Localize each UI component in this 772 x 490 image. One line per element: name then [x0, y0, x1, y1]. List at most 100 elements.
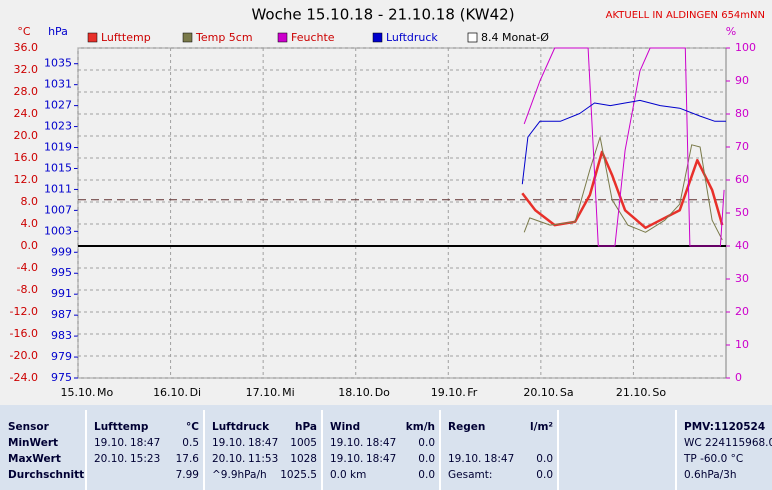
y2-tick-label: 1035 — [44, 57, 72, 70]
legend-swatch — [87, 32, 98, 43]
y3-tick-label: 60 — [735, 173, 749, 186]
extra-cell: WC 224115968.0 — [684, 437, 772, 449]
stats-table: Sensor Lufttemp °C Luftdruck hPa Wind km/h Rege… — [8, 410, 772, 490]
series-line — [521, 150, 724, 230]
y3-tick-label: 30 — [735, 272, 749, 285]
x-tick-day: Di — [190, 386, 202, 399]
y2-tick-label: 983 — [51, 329, 72, 342]
cell-time: 18:47 — [366, 453, 396, 465]
cell-date: 19.10. — [330, 453, 363, 465]
x-tick-day: Fr — [467, 386, 478, 399]
y-tick-label: 36.0 — [14, 41, 39, 54]
y-tick-label: -20.0 — [10, 349, 38, 362]
table-unit: l/m² — [530, 421, 553, 433]
cell-date: 20.10. — [212, 453, 245, 465]
y-unit: °C — [17, 25, 31, 38]
extra-cell: 0.6hPa/3h — [684, 469, 737, 481]
x-tick-day: So — [652, 386, 666, 399]
x-tick-label: 16.10. — [153, 386, 188, 399]
cell-value: 0.5 — [182, 437, 199, 449]
y3-tick-label: 10 — [735, 338, 749, 351]
y2-unit: hPa — [48, 25, 68, 38]
cell-value: 1025.5 — [280, 469, 317, 481]
table-unit: hPa — [295, 421, 317, 433]
cell-time: 18:47 — [130, 437, 160, 449]
cell-value: 1028 — [290, 453, 317, 465]
table-header: Luftdruck — [212, 421, 270, 433]
y3-tick-label: 20 — [735, 305, 749, 318]
y2-tick-label: 999 — [51, 245, 72, 258]
y-tick-label: -24.0 — [10, 371, 38, 384]
y2-tick-label: 987 — [51, 308, 72, 321]
y2-tick-label: 1031 — [44, 78, 72, 91]
table-background — [0, 405, 772, 490]
y3-tick-label: 90 — [735, 74, 749, 87]
cell-value: 0.0 — [418, 469, 435, 481]
legend-label: Lufttemp — [101, 31, 151, 44]
cell-note: 0.0 km — [330, 469, 366, 481]
cell-value: 0.0 — [418, 453, 435, 465]
y-tick-label: 4.0 — [21, 217, 39, 230]
x-tick-day: Mi — [282, 386, 295, 399]
y-tick-label: -16.0 — [10, 327, 38, 340]
y-tick-label: 32.0 — [14, 63, 39, 76]
y2-tick-label: 1007 — [44, 203, 72, 216]
chart-title: Woche 15.10.18 - 21.10.18 (KW42) — [251, 6, 514, 24]
cell-time: 15:23 — [130, 453, 160, 465]
y2-tick-label: 995 — [51, 266, 72, 279]
x-tick-day: Mo — [97, 386, 113, 399]
y-tick-label: -8.0 — [17, 283, 38, 296]
x-tick-label: 17.10. — [246, 386, 281, 399]
row-label: MaxWert — [8, 453, 61, 465]
cell-value: 17.6 — [176, 453, 200, 465]
legend-label: Temp 5cm — [195, 31, 253, 44]
y2-tick-label: 979 — [51, 350, 72, 363]
cell-value: 0.0 — [418, 437, 435, 449]
y3-tick-label: 0 — [735, 371, 742, 384]
y2-tick-label: 1027 — [44, 99, 72, 112]
cell-time: 11:53 — [248, 453, 278, 465]
cell-date: 19.10. — [212, 437, 245, 449]
x-tick-day: Sa — [560, 386, 574, 399]
table-unit: °C — [186, 421, 199, 433]
series-line — [523, 136, 723, 241]
x-tick-label: 20.10. — [523, 386, 558, 399]
cell-time: 18:47 — [366, 437, 396, 449]
x-tick-day: Do — [375, 386, 390, 399]
y3-tick-label: 50 — [735, 206, 749, 219]
cell-note: ^9.9hPa/h — [212, 469, 267, 481]
table-header: PMV:1120524 — [684, 421, 765, 433]
x-tick-label: 21.10. — [616, 386, 651, 399]
legend-swatch — [467, 32, 478, 43]
table-header: Sensor — [8, 421, 50, 433]
table-header: Regen — [448, 421, 485, 433]
cell-date: 19.10. — [448, 453, 481, 465]
y-tick-label: 24.0 — [14, 107, 39, 120]
table-header: Lufttemp — [94, 421, 149, 433]
table-unit: km/h — [406, 421, 435, 433]
cell-value: 1005 — [290, 437, 317, 449]
y3-tick-label: 100 — [735, 41, 756, 54]
y-tick-label: -12.0 — [10, 305, 38, 318]
legend-swatch — [182, 32, 193, 43]
cell-value: 0.0 — [536, 453, 553, 465]
y2-tick-label: 1023 — [44, 120, 72, 133]
legend-label: Luftdruck — [386, 31, 438, 44]
y-tick-label: 28.0 — [14, 85, 39, 98]
y2-tick-label: 1003 — [44, 224, 72, 237]
y-tick-label: 16.0 — [14, 151, 39, 164]
y3-unit: % — [726, 25, 736, 38]
series-line — [523, 47, 725, 247]
station: AKTUELL IN ALDINGEN 654mNN — [606, 10, 765, 21]
y-tick-label: 0.0 — [21, 239, 39, 252]
series-line — [521, 99, 726, 185]
y-tick-label: 8.0 — [21, 195, 39, 208]
y-tick-label: 12.0 — [14, 173, 39, 186]
legend-label: Feuchte — [291, 31, 335, 44]
y2-tick-label: 1011 — [44, 182, 72, 195]
cell-time: 18:47 — [484, 453, 514, 465]
cell-value: 0.0 — [536, 469, 553, 481]
y-tick-label: 20.0 — [14, 129, 39, 142]
